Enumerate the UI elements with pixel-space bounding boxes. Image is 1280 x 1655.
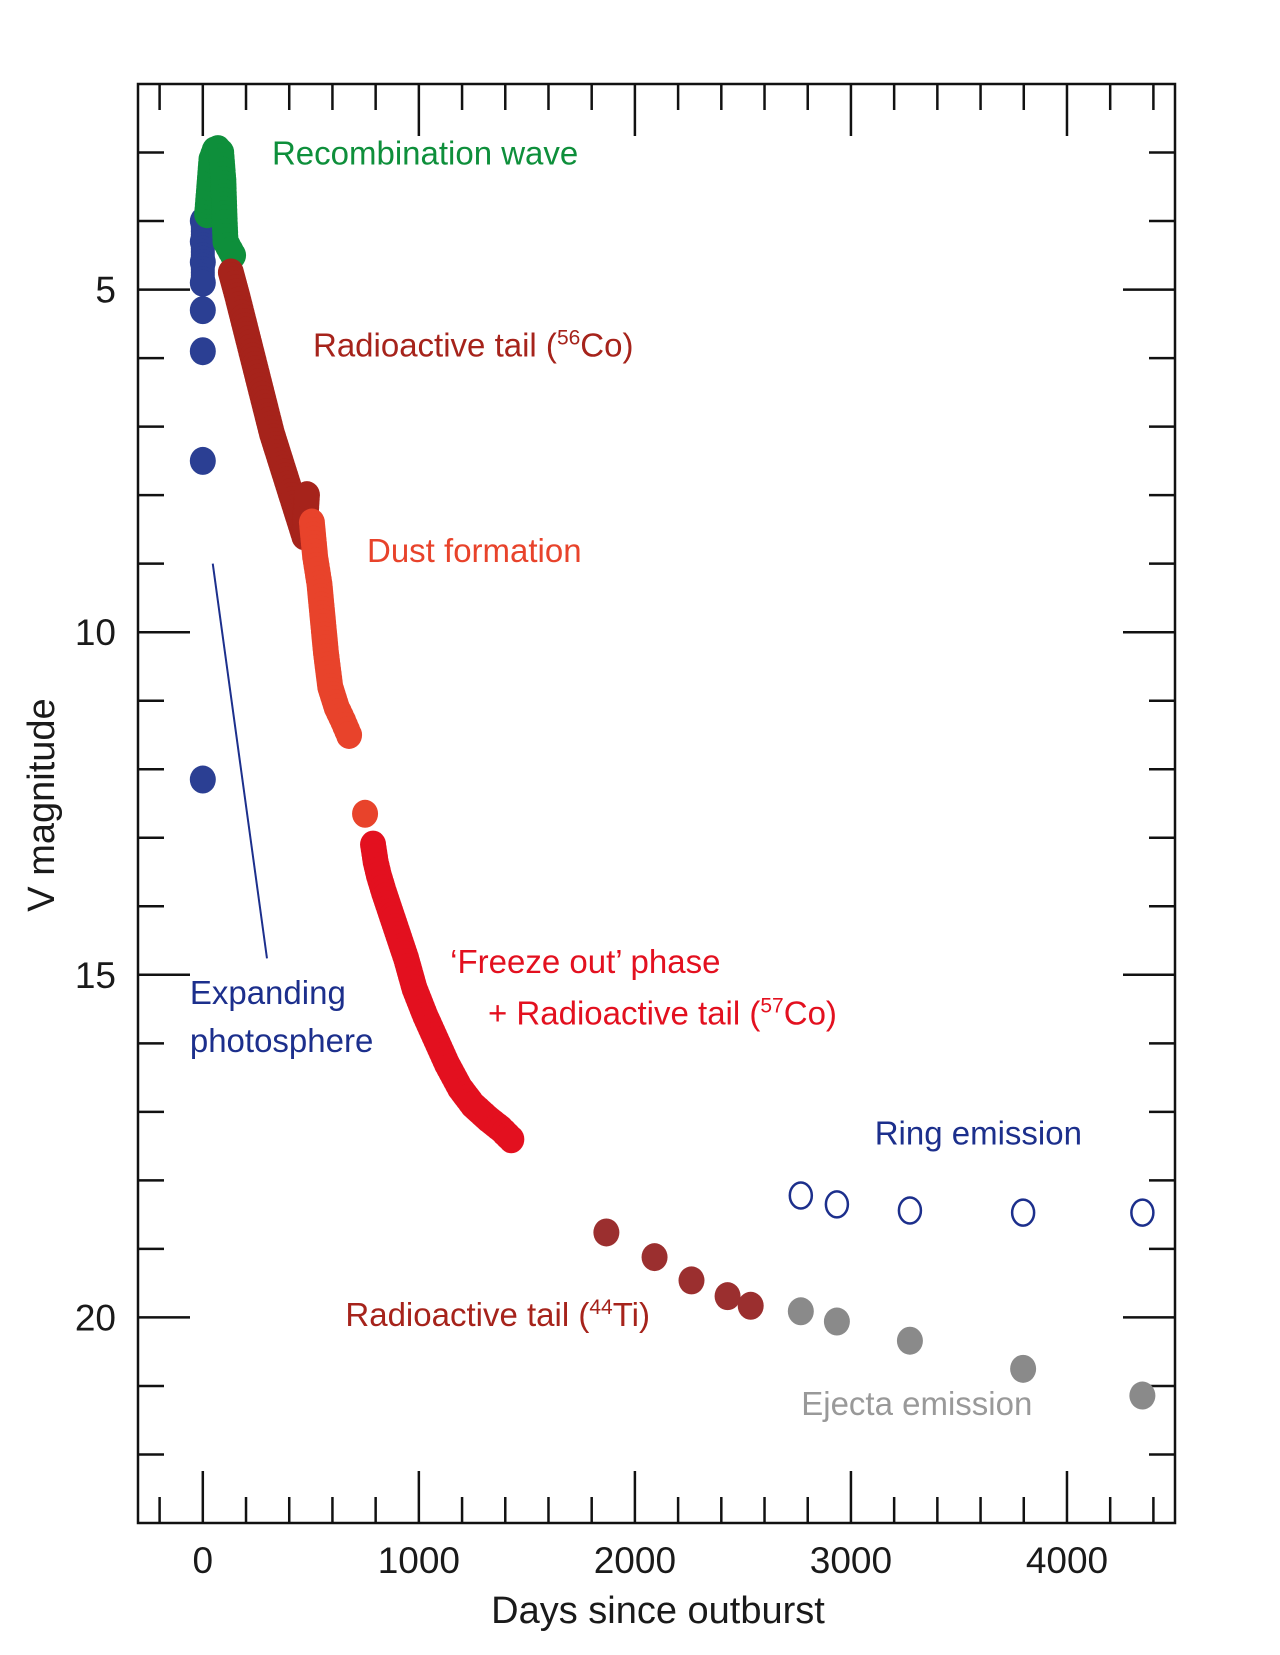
data-point xyxy=(737,1291,764,1320)
data-point xyxy=(1129,1381,1156,1410)
x-tick-label: 3000 xyxy=(810,1540,892,1581)
data-point xyxy=(823,1307,850,1336)
series-recombination-wave xyxy=(194,135,247,270)
expanding-photosphere-leader-line xyxy=(211,563,268,959)
leader-line-group xyxy=(211,563,268,959)
annotation-dust: Dust formation xyxy=(367,532,582,569)
series-ring-emission xyxy=(788,1181,1155,1227)
data-point xyxy=(897,1196,923,1225)
x-tick-label: 0 xyxy=(193,1540,214,1581)
y-tick-label: 10 xyxy=(75,612,116,653)
data-point xyxy=(1130,1198,1155,1227)
data-point xyxy=(1010,1354,1037,1383)
data-point xyxy=(787,1297,814,1326)
series-radioactive-tail-44ti xyxy=(593,1218,764,1320)
data-point xyxy=(1010,1198,1036,1227)
annotations: Recombination wave Radioactive tail (56Co… xyxy=(190,135,1082,1423)
data-point xyxy=(293,481,320,510)
annotation-freeze2: + Radioactive tail (57Co) xyxy=(488,994,837,1031)
annotation-freeze1: ‘Freeze out’ phase xyxy=(450,943,720,980)
data-point xyxy=(189,296,216,325)
data-point xyxy=(189,765,216,794)
x-axis-title: Days since outburst xyxy=(491,1590,825,1632)
y-tick-label: 20 xyxy=(75,1297,116,1338)
data-point xyxy=(189,446,216,475)
axis-ticks xyxy=(138,84,1175,1523)
series-expanding-photosphere xyxy=(189,207,216,794)
y-tick-label: 15 xyxy=(75,955,116,996)
x-tick-label: 4000 xyxy=(1026,1540,1108,1581)
annotation-recombination: Recombination wave xyxy=(272,135,578,172)
data-points xyxy=(189,135,1156,1410)
annotation-expanding2: photosphere xyxy=(190,1022,373,1059)
data-point xyxy=(593,1218,620,1247)
tick-labels: 0 1000 2000 3000 4000 5 10 15 20 xyxy=(75,270,1108,1581)
x-tick-label: 2000 xyxy=(594,1540,676,1581)
data-point xyxy=(788,1181,814,1210)
y-axis-title: V magnitude xyxy=(21,698,63,911)
series-radioactive-tail-56co xyxy=(217,258,320,551)
plot-frame xyxy=(136,82,1177,1525)
series-dust-formation xyxy=(298,508,379,828)
data-point xyxy=(189,337,216,366)
y-tick-label: 5 xyxy=(95,270,116,311)
data-point xyxy=(824,1190,850,1219)
series-freeze-out-phase-radioactive-tail-57co xyxy=(360,830,525,1154)
data-point xyxy=(678,1266,705,1295)
data-point xyxy=(896,1326,923,1355)
annotation-ti44: Radioactive tail (44Ti) xyxy=(345,1296,650,1333)
data-point xyxy=(498,1125,525,1154)
plot-area xyxy=(136,82,1177,1525)
annotation-expanding1: Expanding xyxy=(190,974,346,1011)
data-point-fill xyxy=(190,269,215,296)
x-tick-label: 1000 xyxy=(378,1540,460,1581)
data-point xyxy=(352,799,379,828)
data-point xyxy=(336,720,363,749)
data-point xyxy=(714,1282,741,1311)
annotation-ejecta: Ejecta emission xyxy=(801,1385,1032,1422)
series-ejecta-emission xyxy=(787,1297,1156,1410)
annotation-ring: Ring emission xyxy=(875,1114,1082,1151)
data-point xyxy=(641,1243,668,1272)
annotation-co56: Radioactive tail (56Co) xyxy=(313,326,634,363)
